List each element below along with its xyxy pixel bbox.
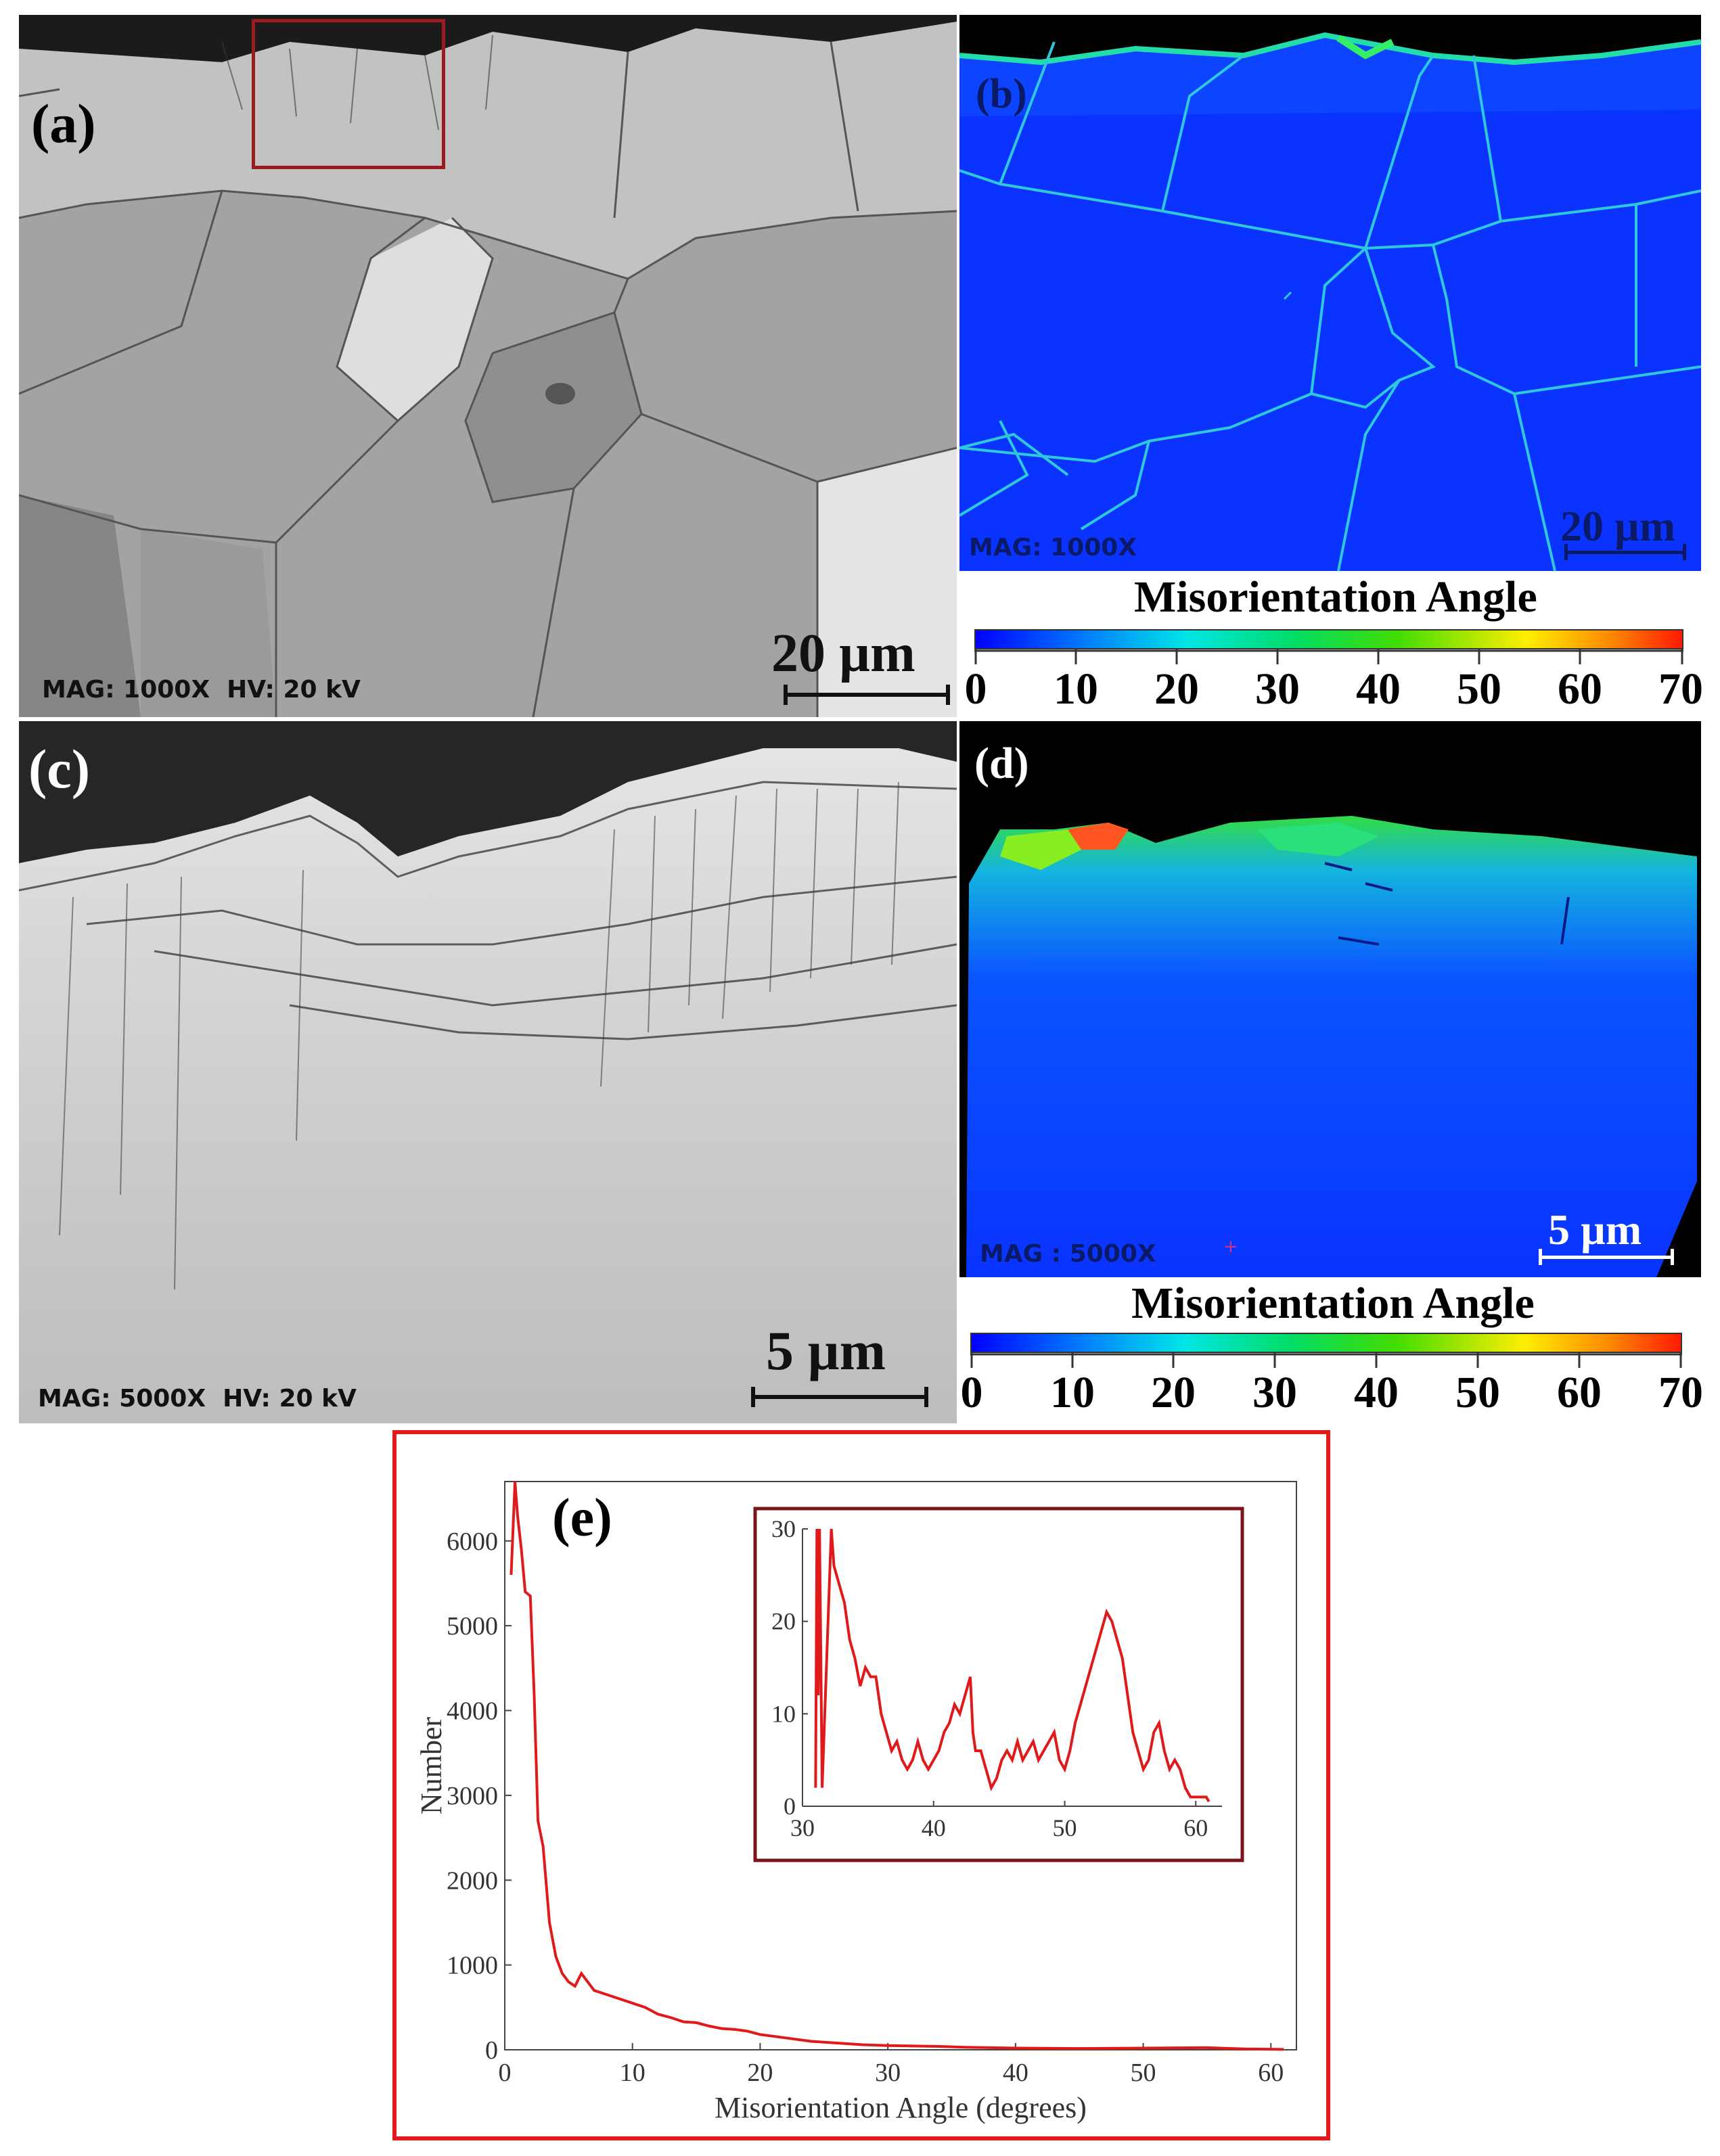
panel-a-sem-image: (a) MAG: 1000X HV: 20 kV 20 µm [19,15,957,717]
inset-x-tick-label-60: 60 [1183,1814,1208,1841]
colorbar-tick-d-60: 60 [1557,1368,1602,1417]
y-tick-label-2000: 2000 [447,1866,498,1895]
colorbar-ticks-b [974,649,1683,664]
panel-c-sem-image: (c) MAG: 5000X HV: 20 kV 5 µm [19,721,957,1423]
colorbar-tick-b-30: 30 [1255,664,1300,714]
inset-series-line [814,1528,1210,1803]
main-series-line [510,1481,1284,2051]
colorbar-tick-b-0: 0 [964,664,987,714]
svg-text:+: + [1223,1237,1238,1257]
colorbar-tick-b-50: 50 [1457,664,1501,714]
y-tick-label-4000: 4000 [447,1697,498,1726]
colorbar-tick-d-50: 50 [1455,1368,1500,1417]
x-tick-label-60: 60 [1258,2059,1284,2087]
colorbar-tick-b-40: 40 [1356,664,1401,714]
y-axis-label: Number [415,1717,448,1815]
x-tick-label-40: 40 [1003,2059,1028,2087]
colorbar-gradient-b [974,629,1683,649]
mag-readout-b: MAG: 1000X [969,534,1137,561]
panel-e-chart-frame: 0 10 20 30 40 50 60 0 1000 2000 3000 4000 5000 6000 Mi… [392,1430,1330,2140]
scale-bar-c [751,1387,928,1407]
panel-label-a: (a) [31,93,96,154]
colorbar-tick-b-70: 70 [1658,664,1703,714]
colorbar-title-b: Misorientation Angle [1134,572,1537,622]
highlight-box [252,19,445,169]
scale-bar-a [784,685,950,705]
x-tick-label-50: 50 [1131,2059,1156,2087]
inset-frame [753,1507,1244,1862]
scale-label-b: 20 µm [1560,502,1676,550]
colorbar-tick-b-60: 60 [1558,664,1602,714]
scale-bar-b [1564,544,1686,560]
colorbar-tick-d-30: 30 [1252,1368,1297,1417]
colorbar-tick-d-70: 70 [1658,1368,1703,1417]
x-tick-label-30: 30 [875,2059,901,2087]
misorientation-distribution-chart: 0 10 20 30 40 50 60 0 1000 2000 3000 4000 5000 6000 Mi… [415,1481,1297,2124]
inset-y-tick-label-20: 20 [771,1608,796,1635]
y-tick-label-6000: 6000 [447,1528,498,1556]
inset-y-tick-label-0: 0 [784,1793,796,1820]
inset-y-tick-label-10: 10 [771,1700,796,1727]
scale-bar-d [1539,1249,1674,1265]
mag-readout-d: MAG : 5000X [980,1240,1156,1268]
colorbar-ticks-d [970,1353,1682,1368]
y-tick-label-3000: 3000 [447,1782,498,1810]
colorbar-tick-b-10: 10 [1054,664,1098,714]
colorbar-tick-b-20: 20 [1154,664,1199,714]
inset-x-tick-label-30: 30 [790,1814,815,1841]
colorbar-tick-d-20: 20 [1151,1368,1196,1417]
inset-x-tick-label-50: 50 [1053,1814,1077,1841]
colorbar-tick-d-0: 0 [960,1368,983,1417]
ebsd-map-b [959,15,1701,571]
colorbar-tick-d-10: 10 [1050,1368,1095,1417]
panel-label-c: (c) [28,738,91,800]
y-tick-label-0: 0 [485,2036,498,2065]
inset-x-tick-label-40: 40 [922,1814,946,1841]
panel-label-d: (d) [974,739,1029,788]
sem-grain-image-a [19,15,957,717]
x-axis-label: Misorientation Angle (degrees) [715,2091,1087,2124]
y-tick-label-5000: 5000 [447,1612,498,1641]
ebsd-map-d: + [959,721,1701,1277]
panel-label-e: (e) [552,1488,612,1548]
colorbar-gradient-d [970,1333,1682,1353]
panel-label-b: (b) [976,71,1027,117]
mag-readout-c: MAG: 5000X HV: 20 kV [38,1385,357,1413]
x-tick-label-0: 0 [499,2059,512,2087]
mag-readout-a: MAG: 1000X HV: 20 kV [42,676,361,704]
panel-d-ebsd-map: + (d) MAG : 5000X 5 µm [959,721,1701,1277]
main-plot-area [504,1481,1297,2050]
x-tick-label-10: 10 [620,2059,646,2087]
scale-label-d: 5 µm [1548,1206,1642,1254]
y-tick-label-1000: 1000 [447,1952,498,1980]
panel-b-ebsd-map: (b) MAG: 1000X 20 µm [959,15,1701,571]
scale-label-c: 5 µm [766,1320,886,1381]
colorbar-title-d: Misorientation Angle [1131,1279,1535,1328]
inset-y-tick-label-30: 30 [771,1515,796,1542]
sem-deformation-image-c [19,721,957,1423]
scale-label-a: 20 µm [771,624,915,683]
x-tick-label-20: 20 [747,2059,773,2087]
colorbar-tick-d-40: 40 [1354,1368,1399,1417]
